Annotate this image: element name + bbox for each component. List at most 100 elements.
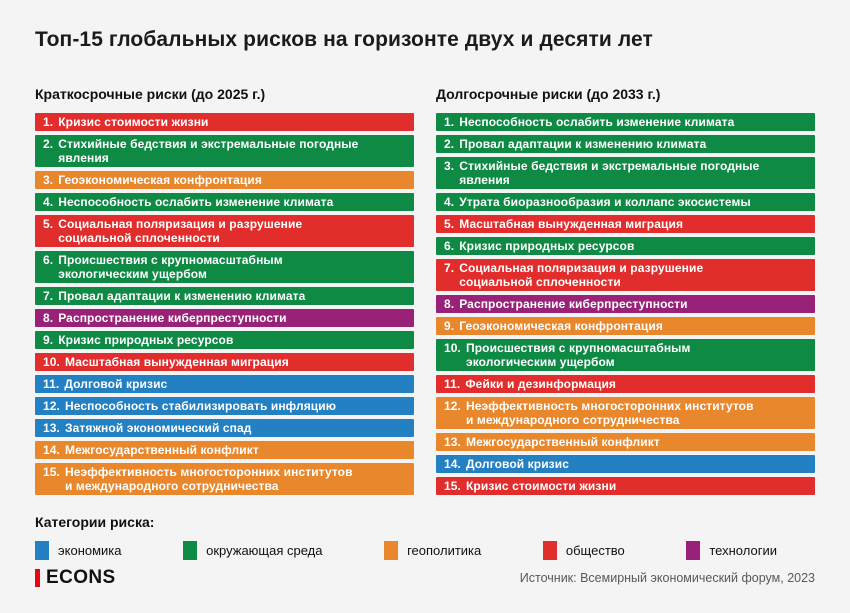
risk-bar: 10. Масштабная вынужденная миграция (35, 353, 414, 371)
risk-bar: 9. Геоэкономическая конфронтация (436, 317, 815, 335)
risk-rank: 1. (43, 115, 54, 129)
risk-label: Стихийные бедствия и экстремальные погод… (58, 137, 359, 165)
risk-bar: 3. Стихийные бедствия и экстремальные пог… (436, 157, 815, 189)
risk-rank: 11. (43, 377, 60, 391)
legend-swatch (183, 541, 198, 560)
risk-label: Затяжной экономический спад (64, 421, 252, 435)
legend-swatch (542, 541, 557, 560)
risk-bar: 15. Кризис стоимости жизни (436, 477, 815, 495)
risk-rank: 3. (43, 173, 54, 187)
legend-label: экономика (58, 543, 122, 558)
econs-logo: ECONS (35, 567, 116, 589)
risk-label: Происшествия с крупномасштабным экологич… (465, 341, 691, 369)
risk-rank: 5. (444, 217, 455, 231)
legend-label: геополитика (407, 543, 482, 558)
column-heading: Долгосрочные риски (до 2033 г.) (436, 86, 661, 102)
risk-label: Происшествия с крупномасштабным экологич… (58, 253, 283, 281)
risk-label: Межгосударственный конфликт (465, 435, 660, 449)
legend: экономика окружающая среда геополитика обще… (35, 541, 777, 560)
risk-rank: 13. (444, 435, 461, 449)
column-heading: Краткосрочные риски (до 2025 г.) (35, 86, 266, 102)
risk-bar: 2. Провал адаптации к изменению климата (436, 135, 815, 153)
risk-rank: 14. (444, 457, 461, 471)
risk-label: Неэффективность многосторонних институто… (465, 399, 754, 427)
risk-rank: 11. (444, 377, 461, 391)
risk-label: Утрата биоразнообразия и коллапс экосист… (459, 195, 751, 209)
risk-label: Фейки и дезинформация (465, 377, 617, 391)
legend-item-environment: окружающая среда (183, 541, 323, 560)
risk-label: Распространение киберпреступности (459, 297, 688, 311)
legend-label: технологии (709, 543, 777, 558)
risk-bar: 6. Кризис природных ресурсов (436, 237, 815, 255)
risk-bar: 5. Масштабная вынужденная миграция (436, 215, 815, 233)
risk-label: Неспособность ослабить изменение климата (459, 115, 735, 129)
risk-rank: 8. (43, 311, 54, 325)
legend-swatch (686, 541, 701, 560)
risk-bar: 9. Кризис природных ресурсов (35, 331, 414, 349)
risk-bar: 11. Долговой кризис (35, 375, 414, 393)
risk-rank: 15. (444, 479, 461, 493)
risk-label: Социальная поляризация и разрушение соци… (459, 261, 704, 289)
risk-columns: Краткосрочные риски (до 2025 г.) 1. Кризи… (35, 86, 815, 495)
risk-bar: 10. Происшествия с крупномасштабным эколо… (436, 339, 815, 371)
legend-label: общество (565, 543, 625, 558)
risk-bar: 3. Геоэкономическая конфронтация (35, 171, 414, 189)
legend-swatch (384, 541, 399, 560)
risk-rank: 1. (444, 115, 455, 129)
risk-label: Межгосударственный конфликт (64, 443, 259, 457)
risk-rank: 12. (444, 399, 461, 413)
risk-label: Провал адаптации к изменению климата (58, 289, 306, 303)
risk-bar: 4. Неспособность ослабить изменение клима… (35, 193, 414, 211)
legend-item-geopolitics: геополитика (384, 541, 481, 560)
risk-label: Неэффективность многосторонних институто… (64, 465, 353, 493)
footer: ECONS Источник: Всемирный экономический … (35, 567, 815, 613)
risk-list: 1. Неспособность ослабить изменение клима… (436, 113, 815, 495)
legend-item-economy: экономика (35, 541, 122, 560)
risk-rank: 7. (43, 289, 54, 303)
risk-label: Кризис природных ресурсов (459, 239, 635, 253)
risk-rank: 12. (43, 399, 60, 413)
risk-rank: 15. (43, 465, 60, 479)
risk-label: Долговой кризис (465, 457, 569, 471)
risk-rank: 9. (444, 319, 455, 333)
legend-swatch (35, 541, 49, 560)
risk-label: Социальная поляризация и разрушение соци… (58, 217, 303, 245)
risk-bar: 13. Затяжной экономический спад (35, 419, 414, 437)
risk-label: Масштабная вынужденная миграция (64, 355, 289, 369)
risk-rank: 8. (444, 297, 455, 311)
risk-rank: 2. (444, 137, 455, 151)
risk-bar: 8. Распространение киберпреступности (35, 309, 414, 327)
risk-bar: 12. Неэффективность многосторонних инстит… (436, 397, 815, 429)
risk-rank: 10. (43, 355, 60, 369)
risk-bar: 11. Фейки и дезинформация (436, 375, 815, 393)
risk-bar: 15. Неэффективность многосторонних инстит… (35, 463, 414, 495)
risk-label: Долговой кризис (64, 377, 168, 391)
risk-rank: 3. (444, 159, 455, 173)
risk-bar: 7. Провал адаптации к изменению климата (35, 287, 414, 305)
long-term-risks-column: Долгосрочные риски (до 2033 г.) 1. Неспос… (436, 86, 815, 495)
risk-label: Геоэкономическая конфронтация (459, 319, 663, 333)
risk-rank: 4. (43, 195, 54, 209)
risk-label: Стихийные бедствия и экстремальные погод… (459, 159, 760, 187)
risk-bar: 12. Неспособность стабилизировать инфляци… (35, 397, 414, 415)
risk-label: Распространение киберпреступности (58, 311, 287, 325)
legend-label: окружающая среда (206, 543, 323, 558)
risk-rank: 7. (444, 261, 455, 275)
risk-bar: 6. Происшествия с крупномасштабным эколог… (35, 251, 414, 283)
risk-label: Неспособность стабилизировать инфляцию (64, 399, 337, 413)
risk-rank: 10. (444, 341, 461, 355)
risk-rank: 5. (43, 217, 54, 231)
risk-bar: 14. Межгосударственный конфликт (35, 441, 414, 459)
risk-label: Кризис стоимости жизни (58, 115, 209, 129)
risk-bar: 2. Стихийные бедствия и экстремальные пог… (35, 135, 414, 167)
risk-label: Кризис природных ресурсов (58, 333, 234, 347)
risk-rank: 14. (43, 443, 60, 457)
risk-bar: 1. Неспособность ослабить изменение клима… (436, 113, 815, 131)
risk-rank: 9. (43, 333, 54, 347)
risk-rank: 13. (43, 421, 60, 435)
risk-label: Геоэкономическая конфронтация (58, 173, 262, 187)
risk-bar: 14. Долговой кризис (436, 455, 815, 473)
risk-rank: 4. (444, 195, 455, 209)
legend-item-technology: технологии (686, 541, 777, 560)
